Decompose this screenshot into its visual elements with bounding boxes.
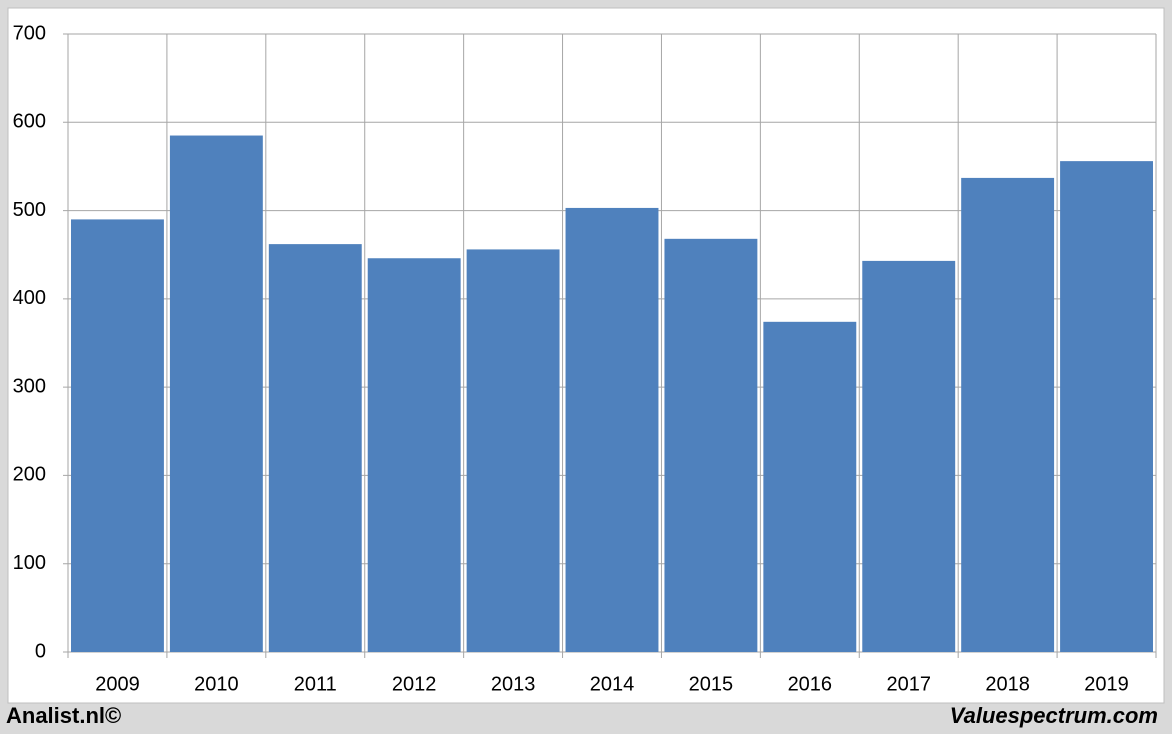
bar: [1060, 161, 1153, 653]
x-tick-label: 2012: [392, 673, 437, 695]
bar: [862, 260, 956, 652]
x-tick-label: 2018: [985, 673, 1030, 695]
bar: [763, 321, 857, 652]
x-tick-label: 2016: [788, 673, 833, 695]
x-tick-label: 2009: [95, 673, 140, 695]
bar: [664, 238, 758, 652]
y-tick-label: 300: [13, 375, 46, 397]
bar: [367, 258, 461, 652]
x-tick-label: 2017: [886, 673, 931, 695]
y-tick-label: 200: [13, 464, 46, 486]
bar: [268, 244, 362, 652]
bar: [961, 177, 1055, 653]
x-tick-label: 2011: [294, 673, 337, 695]
x-tick-label: 2010: [194, 673, 239, 695]
x-tick-label: 2019: [1084, 673, 1129, 695]
y-tick-label: 400: [13, 287, 46, 309]
y-tick-label: 0: [35, 640, 46, 662]
bar: [565, 207, 659, 652]
bar: [71, 219, 164, 652]
x-tick-label: 2013: [491, 673, 536, 695]
y-tick-label: 600: [13, 111, 46, 133]
x-tick-label: 2015: [689, 673, 734, 695]
y-tick-label: 500: [13, 199, 46, 221]
footer-right: Valuespectrum.com: [950, 703, 1158, 728]
y-tick-label: 700: [13, 22, 46, 44]
x-tick-label: 2014: [590, 673, 635, 695]
y-tick-label: 100: [13, 552, 46, 574]
bar: [466, 249, 560, 652]
footer-left: Analist.nl©: [6, 703, 121, 728]
bar: [169, 135, 263, 652]
